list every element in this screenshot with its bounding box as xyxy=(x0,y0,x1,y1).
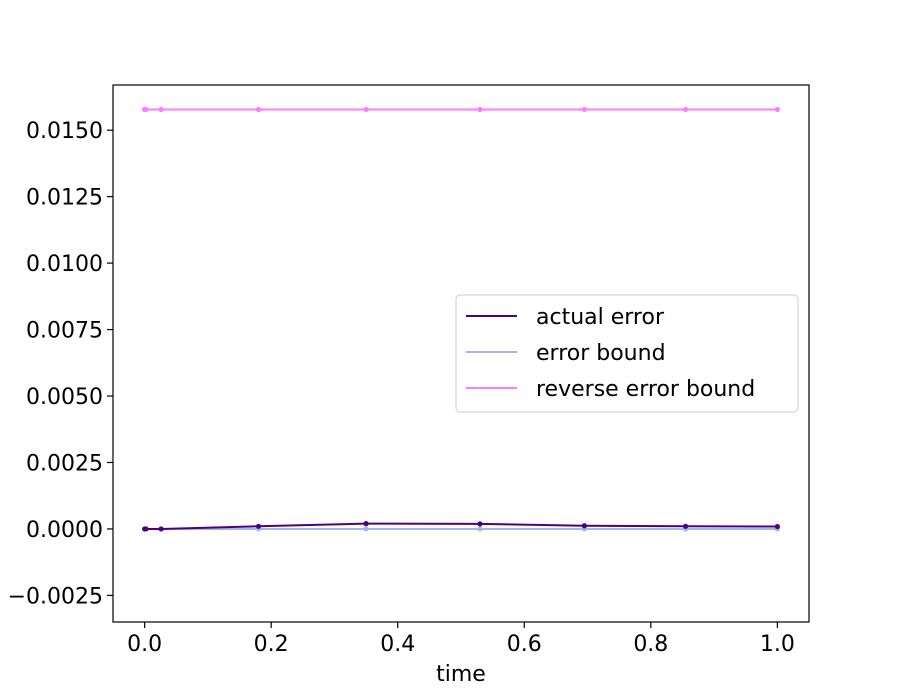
x-tick-label: 0.4 xyxy=(380,632,415,657)
y-tick-label: 0.0000 xyxy=(26,518,103,543)
series-point-2 xyxy=(143,106,149,113)
plot-frame xyxy=(112,84,810,623)
series-point-0 xyxy=(477,521,483,527)
x-axis: 0.0 0.2 0.4 0.6 0.8 1.0 xyxy=(127,622,795,657)
legend: actual error error bound reverse error bou… xyxy=(455,294,799,413)
series-point-0 xyxy=(158,526,164,532)
y-tick-label: 0.0150 xyxy=(26,119,103,144)
series-point-1 xyxy=(477,526,483,532)
series-point-2 xyxy=(774,106,780,113)
series-point-2 xyxy=(581,106,587,113)
legend-label: actual error xyxy=(536,305,665,330)
legend-label: reverse error bound xyxy=(536,377,755,402)
y-tick-label: 0.0100 xyxy=(26,252,103,277)
series-point-2 xyxy=(255,106,262,113)
x-tick-label: 0.6 xyxy=(507,632,542,657)
series-point-1 xyxy=(363,526,369,532)
y-tick-label: 0.0125 xyxy=(26,186,103,211)
series-point-2 xyxy=(477,106,483,113)
series-layer xyxy=(142,106,780,532)
series-point-2 xyxy=(363,106,369,113)
legend-box xyxy=(455,294,799,413)
y-tick-label: 0.0025 xyxy=(26,451,103,476)
x-axis-label: time xyxy=(436,662,486,687)
series-point-0 xyxy=(255,523,262,529)
series-point-2 xyxy=(158,106,164,113)
legend-label: error bound xyxy=(536,341,666,366)
x-tick-label: 0.0 xyxy=(127,632,162,657)
x-tick-label: 1.0 xyxy=(760,632,795,657)
series-point-0 xyxy=(363,521,369,527)
series-point-2 xyxy=(683,106,689,113)
series-point-0 xyxy=(581,523,587,529)
y-tick-label: −0.0025 xyxy=(8,584,103,609)
series-point-0 xyxy=(683,523,689,529)
x-tick-label: 0.8 xyxy=(633,632,668,657)
x-tick-label: 0.2 xyxy=(254,632,289,657)
y-tick-label: 0.0075 xyxy=(26,319,103,344)
series-point-0 xyxy=(143,526,149,532)
y-tick-label: 0.0050 xyxy=(26,385,103,410)
series-point-0 xyxy=(774,523,780,530)
y-axis: −0.0025 0.0000 0.0025 0.0050 0.0075 0.0100 0.0… xyxy=(8,119,113,609)
